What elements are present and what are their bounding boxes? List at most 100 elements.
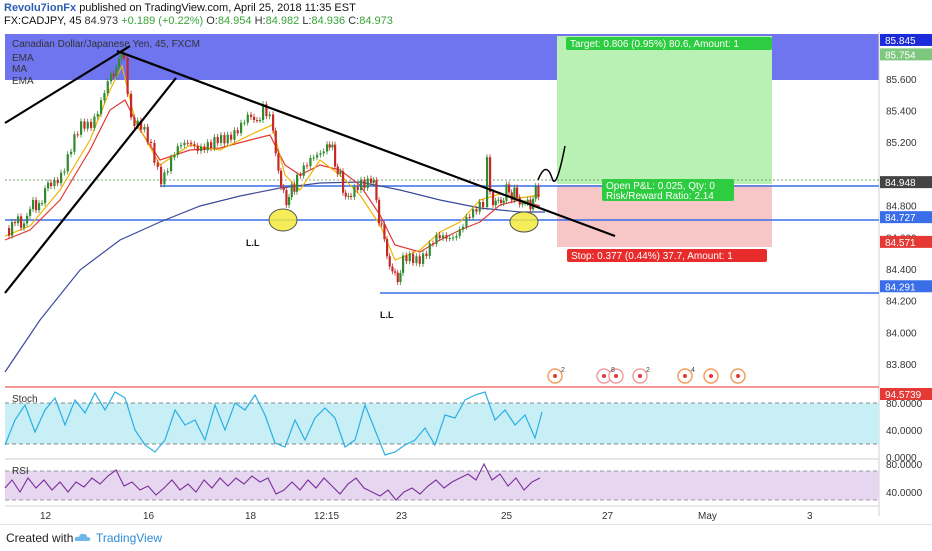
candle-body <box>353 186 356 197</box>
candle-body <box>319 153 322 155</box>
price-tick: 84.800 <box>886 202 917 213</box>
stoch-label: Stoch <box>12 394 38 405</box>
candle-body <box>432 243 435 245</box>
candle-body <box>288 197 291 206</box>
candle-body <box>425 253 428 257</box>
price-tick: 85.400 <box>886 106 917 117</box>
price-label-box <box>880 33 932 46</box>
candle-body <box>213 137 216 149</box>
candle-body <box>163 172 166 185</box>
candle-body <box>277 153 280 171</box>
event-count: 2 <box>646 367 650 374</box>
tradingview-brand-link[interactable]: TradingView <box>96 531 163 545</box>
candle-body <box>452 237 455 239</box>
stoch-pane[interactable]: Stoch <box>4 391 879 456</box>
candle-body <box>26 215 29 224</box>
rsi-label: RSI <box>12 466 29 477</box>
price-label: 84.727 <box>885 213 916 224</box>
candle-body <box>489 157 492 192</box>
candle-body <box>312 157 315 159</box>
candle-body <box>265 104 268 117</box>
candle-body <box>17 216 20 224</box>
legend-item-ma[interactable]: MA <box>12 64 27 75</box>
event-markers[interactable]: 2 8 2 4 <box>547 367 746 384</box>
candle-body <box>203 146 206 151</box>
price-tick: 84.200 <box>886 297 917 308</box>
time-tick: 16 <box>143 511 155 522</box>
price-tick: 83.800 <box>886 360 917 371</box>
candle-body <box>293 184 296 192</box>
candle-body <box>23 223 26 228</box>
candle-body <box>386 239 389 257</box>
price-label: 84.948 <box>885 178 916 189</box>
price-label-box <box>880 235 932 248</box>
annotation-ll-2: L.L <box>380 310 394 320</box>
candle-body <box>350 195 353 197</box>
candle-body <box>442 235 445 239</box>
candle-body <box>14 222 17 224</box>
candle-body <box>272 114 275 131</box>
high-value: 84.982 <box>265 15 300 27</box>
time-tick: 18 <box>245 511 257 522</box>
candle-body <box>347 195 350 197</box>
candle-body <box>296 174 299 192</box>
author-name[interactable]: Revolu7ionFx <box>4 2 77 14</box>
candle-body <box>180 145 183 147</box>
symbol-name[interactable]: FX:CADJPY, 45 <box>4 15 82 27</box>
price-label-box <box>880 280 932 293</box>
candle-body <box>510 192 513 201</box>
ema-fast-line <box>4 64 541 261</box>
time-tick: May <box>698 511 717 522</box>
stoch-value-box <box>880 388 932 400</box>
projection-curve <box>537 145 566 182</box>
legend-item-ema-2[interactable]: EMA <box>12 76 34 87</box>
created-with-label: Created with <box>6 531 74 545</box>
candle-body <box>468 216 471 218</box>
candle-body <box>146 126 149 142</box>
low-label: L: <box>302 15 312 27</box>
price-tick: 85.200 <box>886 138 917 149</box>
candle-body <box>56 179 59 184</box>
candle-body <box>183 142 186 146</box>
price-tick: 84.000 <box>886 328 917 339</box>
candle-body <box>478 201 481 212</box>
price-label-box <box>880 48 932 61</box>
candle-body <box>396 272 399 283</box>
candle-body <box>32 199 35 210</box>
price-axis-labels: 85.845 85.754 84.948 84.727 84.571 84.291 <box>880 33 932 293</box>
candle-body <box>63 171 66 173</box>
candle-body <box>391 266 394 272</box>
event-count: 8 <box>611 367 615 374</box>
close-value: 84.973 <box>359 15 393 27</box>
candle-body <box>186 142 189 144</box>
price-label: 85.754 <box>885 50 916 61</box>
stoch-tick-80: 80.0000 <box>886 399 923 410</box>
candle-body <box>256 120 259 122</box>
candle-body <box>268 114 271 117</box>
stop-label: Stop: 0.377 (0.44%) 37.7, Amount: 1 <box>571 251 733 262</box>
candle-body <box>290 184 293 198</box>
candle-body <box>153 142 156 163</box>
price-tick: 84.400 <box>886 265 917 276</box>
candle-body <box>274 130 277 154</box>
legend-title: Canadian Dollar/Japanese Yen, 45, FXCM <box>12 39 200 50</box>
candle-body <box>462 226 465 230</box>
candle-body <box>240 122 243 134</box>
rsi-pane[interactable]: RSI <box>4 462 879 501</box>
candle-body <box>465 216 468 227</box>
candle-body <box>236 130 239 134</box>
candle-body <box>200 146 203 152</box>
event-count: 2 <box>561 367 565 374</box>
candle-body <box>383 224 386 240</box>
candles-group <box>8 49 540 286</box>
legend-item-ema-1[interactable]: EMA <box>12 53 34 64</box>
low-value: 84.936 <box>311 15 346 27</box>
candle-body <box>435 234 438 244</box>
close-label: C: <box>348 15 360 27</box>
open-value: 84.954 <box>217 15 252 27</box>
candle-body <box>103 93 106 101</box>
candle-body <box>405 255 408 262</box>
candle-body <box>306 165 309 167</box>
candle-body <box>143 126 146 130</box>
